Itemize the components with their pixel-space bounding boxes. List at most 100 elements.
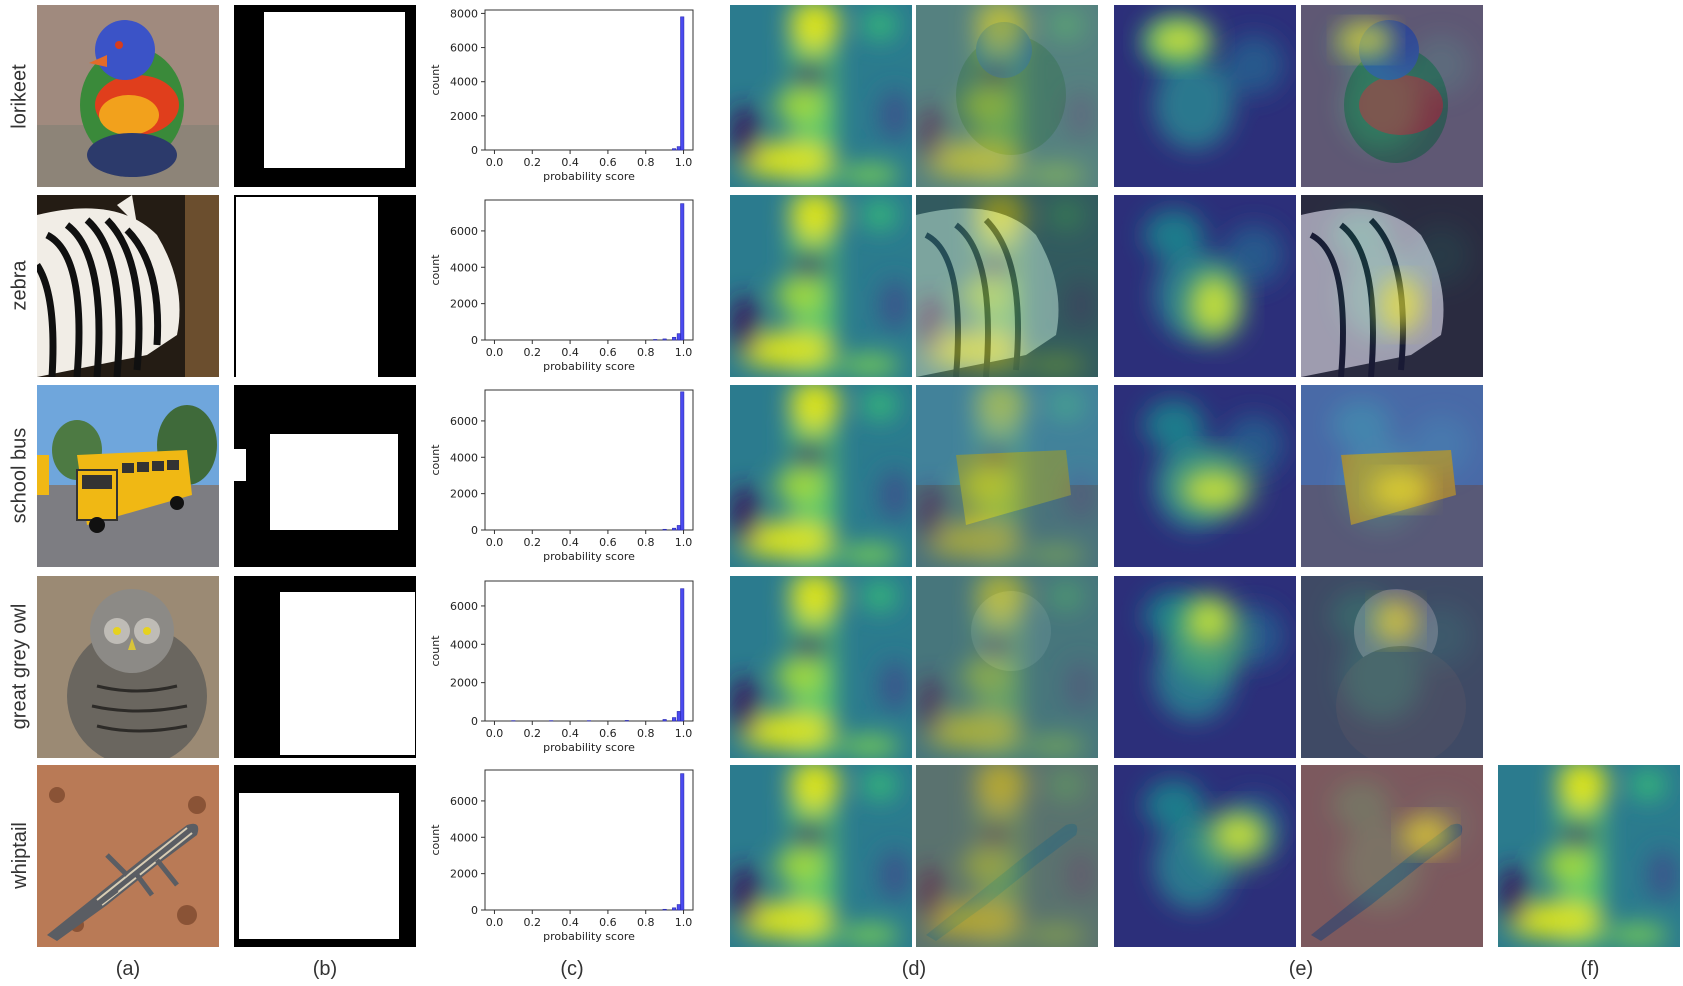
histogram-bar <box>662 908 667 911</box>
x-tick-label: 1.0 <box>675 727 693 740</box>
y-tick-label: 0 <box>471 334 478 347</box>
y-tick-label: 0 <box>471 524 478 537</box>
row-label-great-grey-owl: great grey owl <box>8 603 31 729</box>
x-tick-label: 0.2 <box>524 727 542 740</box>
gradcam-overlay-great-grey-owl <box>916 576 1098 758</box>
histogram-bar <box>676 711 681 722</box>
y-tick-label: 8000 <box>450 7 478 20</box>
x-tick-label: 0.0 <box>486 536 504 549</box>
histogram-bar <box>676 525 681 531</box>
histogram-bar <box>624 720 629 722</box>
y-tick-label: 2000 <box>450 868 478 881</box>
histogram-bar <box>672 527 677 531</box>
mask-whiptail <box>234 765 416 947</box>
histogram-bar <box>653 339 658 341</box>
x-tick-label: 0.8 <box>637 727 655 740</box>
x-tick-label: 0.4 <box>561 727 579 740</box>
histogram-bar <box>662 719 667 722</box>
gradcam-overlay-whiptail <box>916 765 1098 947</box>
y-tick-label: 2000 <box>450 298 478 311</box>
x-tick-label: 1.0 <box>675 346 693 359</box>
x-tick-label: 0.4 <box>561 536 579 549</box>
y-axis-label: count <box>429 824 442 856</box>
photo-whiptail <box>37 765 219 947</box>
x-tick-label: 0.0 <box>486 727 504 740</box>
y-tick-label: 4000 <box>450 261 478 274</box>
histogram: 0.0 0.2 0.4 0.6 0.8 1.0 0 2000 4000 6000 8000 proba… <box>429 7 694 183</box>
gradcam-heatmap-lorikeet <box>730 5 912 187</box>
column-label-b: (b) <box>312 958 338 980</box>
gradcam-overlay-zebra <box>916 195 1098 377</box>
gradcam-heatmap-great-grey-owl <box>730 576 912 758</box>
histogram-bar <box>672 336 677 341</box>
localized-heatmap-zebra <box>1114 195 1296 377</box>
column-label-d: (d) <box>901 958 927 980</box>
y-tick-label: 0 <box>471 715 478 728</box>
localized-overlay-whiptail <box>1301 765 1483 947</box>
plot-frame <box>484 199 694 341</box>
photo-zebra <box>37 195 219 377</box>
localized-heatmap-whiptail <box>1114 765 1296 947</box>
plot-frame <box>484 769 694 911</box>
x-tick-label: 0.8 <box>637 156 655 169</box>
histogram: 0.0 0.2 0.4 0.6 0.8 1.0 0 2000 4000 6000 probabili… <box>429 389 694 563</box>
x-tick-label: 1.0 <box>675 156 693 169</box>
plot-frame <box>484 9 694 151</box>
x-tick-label: 0.6 <box>599 346 617 359</box>
histogram: 0.0 0.2 0.4 0.6 0.8 1.0 0 2000 4000 6000 probabili… <box>429 769 694 943</box>
row-label-lorikeet: lorikeet <box>8 63 31 129</box>
x-tick-label: 0.8 <box>637 536 655 549</box>
histogram-bar <box>680 588 685 722</box>
x-axis-label: probability score <box>543 930 635 943</box>
y-tick-label: 6000 <box>450 225 478 238</box>
x-tick-label: 0.2 <box>524 346 542 359</box>
x-axis-label: probability score <box>543 550 635 563</box>
histogram-bar <box>676 333 681 341</box>
x-tick-label: 0.2 <box>524 916 542 929</box>
x-tick-label: 0.6 <box>599 916 617 929</box>
column-label-f: (f) <box>1580 958 1600 980</box>
localized-heatmap-lorikeet <box>1114 5 1296 187</box>
localized-heatmap-great-grey-owl <box>1114 576 1296 758</box>
y-axis-label: count <box>429 64 442 96</box>
x-tick-label: 0.0 <box>486 916 504 929</box>
y-tick-label: 6000 <box>450 600 478 613</box>
y-tick-label: 4000 <box>450 76 478 89</box>
y-tick-label: 0 <box>471 144 478 157</box>
x-tick-label: 1.0 <box>675 916 693 929</box>
histogram-bar <box>680 16 685 151</box>
x-tick-label: 0.2 <box>524 156 542 169</box>
histogram-bar <box>662 528 667 531</box>
x-tick-label: 0.6 <box>599 727 617 740</box>
column-label-a: (a) <box>115 958 141 980</box>
gradcam-heatmap-whiptail <box>730 765 912 947</box>
y-tick-label: 4000 <box>450 638 478 651</box>
localized-overlay-great-grey-owl <box>1301 576 1483 758</box>
localized-heatmap-school-bus <box>1114 385 1296 567</box>
mask-zebra <box>234 195 416 377</box>
plot-frame <box>484 389 694 531</box>
photo-lorikeet <box>37 5 219 187</box>
x-tick-label: 1.0 <box>675 536 693 549</box>
histogram-bar <box>676 904 681 911</box>
histogram-bar <box>680 391 685 531</box>
x-axis-label: probability score <box>543 360 635 373</box>
x-tick-label: 0.4 <box>561 346 579 359</box>
row-label-whiptail: whiptail <box>8 821 31 889</box>
histogram-bar <box>672 907 677 911</box>
mask-school-bus <box>234 385 416 567</box>
histogram-bar <box>672 148 677 151</box>
x-tick-label: 0.4 <box>561 156 579 169</box>
y-axis-label: count <box>429 254 442 286</box>
plot-frame <box>484 580 694 722</box>
row-label-zebra: zebra <box>8 259 31 311</box>
gradcam-heatmap-zebra <box>730 195 912 377</box>
gradcam-heatmap-school-bus <box>730 385 912 567</box>
histogram-bar <box>680 773 685 911</box>
row-label-school-bus: school bus <box>8 427 31 523</box>
histogram-bar <box>680 203 685 341</box>
gradcam-heatmap-extra <box>1498 765 1680 947</box>
localized-overlay-lorikeet <box>1301 5 1483 187</box>
x-axis-label: probability score <box>543 170 635 183</box>
y-axis-label: count <box>429 635 442 667</box>
